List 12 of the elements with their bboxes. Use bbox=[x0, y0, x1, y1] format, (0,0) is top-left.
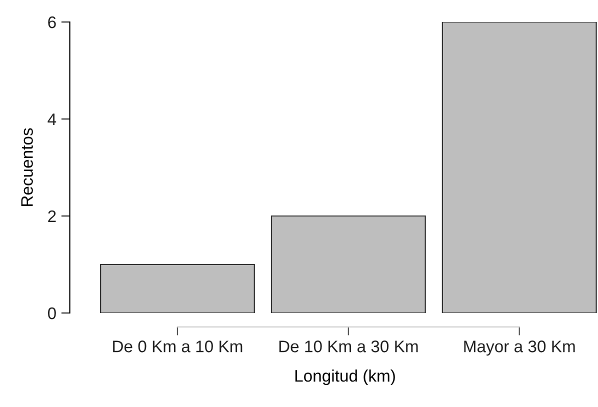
y-axis-title: Recuentos bbox=[21, 128, 33, 206]
y-tick-label: 0 bbox=[48, 307, 56, 320]
y-tick-label: 2 bbox=[48, 210, 56, 222]
bar bbox=[270, 215, 426, 313]
x-tick-label: Mayor a 30 Km bbox=[464, 340, 575, 356]
x-axis-title: Longitud (km) bbox=[295, 370, 395, 386]
x-tick-label: De 10 Km a 30 Km bbox=[279, 340, 418, 352]
bar bbox=[100, 264, 255, 313]
y-tick-label: 4 bbox=[48, 114, 56, 126]
bar bbox=[442, 22, 597, 313]
x-tick-label: De 0 Km a 10 Km bbox=[113, 340, 242, 352]
y-tick-label: 6 bbox=[48, 16, 56, 28]
